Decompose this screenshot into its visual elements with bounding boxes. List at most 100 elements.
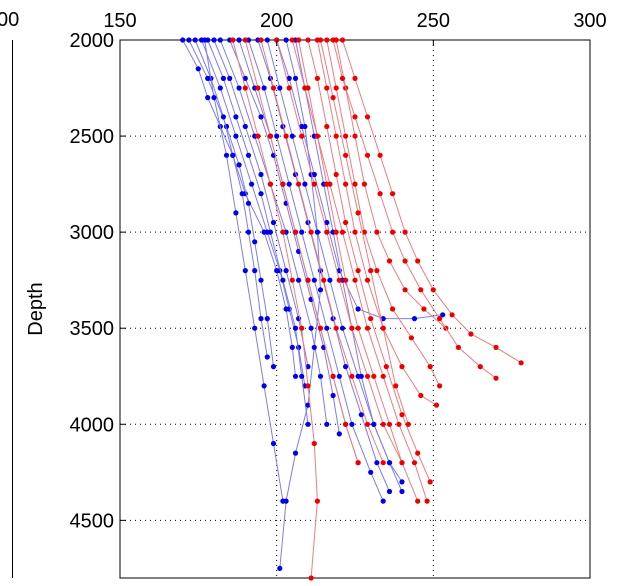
- data-point: [280, 498, 286, 504]
- data-point: [280, 229, 286, 235]
- data-point: [327, 277, 333, 283]
- data-point: [380, 460, 386, 466]
- data-point: [343, 152, 349, 158]
- data-point: [408, 335, 414, 341]
- data-point: [349, 325, 355, 331]
- blue-series-7: [227, 37, 342, 437]
- data-point: [252, 268, 258, 274]
- x-tick-label: 150: [103, 10, 136, 32]
- data-point: [364, 152, 371, 158]
- data-point: [239, 191, 245, 197]
- data-point: [455, 344, 461, 350]
- x-tick-label: 300: [573, 10, 606, 32]
- data-point: [358, 412, 364, 418]
- data-point: [305, 364, 311, 370]
- data-point: [333, 85, 339, 91]
- data-point: [286, 181, 292, 187]
- data-point: [296, 181, 302, 187]
- data-point: [264, 354, 270, 360]
- data-point: [399, 488, 405, 495]
- series-line: [232, 39, 318, 579]
- red-series-17: [242, 37, 361, 466]
- x-tick-label: 200: [260, 10, 293, 32]
- data-point: [286, 75, 292, 81]
- data-point: [399, 364, 405, 370]
- data-point: [405, 421, 411, 427]
- data-point: [374, 229, 380, 235]
- blue-series-13: [277, 37, 324, 572]
- data-point: [289, 344, 295, 350]
- data-point: [270, 219, 277, 226]
- data-point: [267, 181, 273, 187]
- data-point: [402, 287, 408, 293]
- data-point: [299, 373, 305, 379]
- data-point: [314, 133, 320, 139]
- data-point: [383, 364, 389, 370]
- series-lines: [180, 37, 524, 581]
- data-point: [352, 75, 358, 81]
- y-tick-label: 2500: [70, 126, 115, 148]
- data-point: [314, 75, 320, 81]
- data-point: [355, 460, 361, 466]
- data-point: [227, 75, 233, 81]
- data-point: [242, 268, 248, 274]
- data-point: [299, 229, 305, 235]
- data-point: [258, 114, 264, 120]
- data-point: [242, 37, 248, 43]
- data-point: [283, 133, 289, 139]
- data-point: [274, 133, 280, 139]
- data-point: [267, 133, 273, 139]
- data-point: [330, 373, 336, 379]
- data-point: [449, 312, 455, 318]
- data-point: [368, 469, 374, 475]
- data-point: [355, 210, 361, 216]
- data-point: [233, 133, 239, 139]
- data-point: [324, 229, 330, 235]
- data-point: [314, 229, 320, 235]
- data-point: [264, 316, 270, 322]
- data-point: [330, 392, 336, 399]
- data-point: [371, 421, 377, 427]
- data-point: [305, 402, 311, 408]
- data-point: [195, 66, 201, 72]
- data-point: [364, 277, 371, 283]
- data-point: [343, 219, 349, 226]
- data-point: [364, 325, 371, 331]
- data-point: [242, 85, 248, 91]
- data-point: [245, 229, 252, 235]
- data-point: [317, 37, 324, 43]
- data-point: [386, 258, 393, 264]
- data-point: [333, 171, 339, 178]
- data-point: [258, 171, 264, 178]
- data-point: [324, 325, 330, 331]
- data-point: [299, 133, 305, 139]
- blue-series-9: [245, 37, 386, 504]
- data-point: [324, 181, 330, 187]
- data-point: [390, 306, 396, 312]
- data-point: [377, 191, 383, 197]
- series-line: [316, 39, 437, 406]
- data-point: [302, 181, 308, 187]
- data-point: [258, 277, 264, 283]
- data-point: [311, 181, 317, 187]
- axis-ticks: 150 200 250 300 2000 2500 3000 3500 4000 4500: [70, 10, 607, 532]
- data-point: [270, 364, 277, 370]
- data-point: [349, 421, 355, 427]
- data-point: [258, 191, 264, 197]
- data-point: [186, 37, 192, 43]
- data-point: [308, 229, 314, 235]
- data-point: [339, 75, 346, 81]
- data-point: [343, 421, 349, 427]
- data-point: [518, 360, 524, 366]
- data-point: [493, 344, 499, 350]
- data-point: [314, 498, 320, 504]
- x-tick-label: 250: [417, 10, 450, 32]
- data-point: [220, 75, 226, 81]
- grid-lines: [120, 40, 590, 578]
- data-point: [283, 268, 289, 274]
- data-point: [355, 306, 361, 312]
- data-point: [292, 75, 299, 81]
- series-line: [229, 39, 340, 434]
- data-point: [399, 479, 405, 485]
- y-tick-label: 3000: [70, 222, 115, 244]
